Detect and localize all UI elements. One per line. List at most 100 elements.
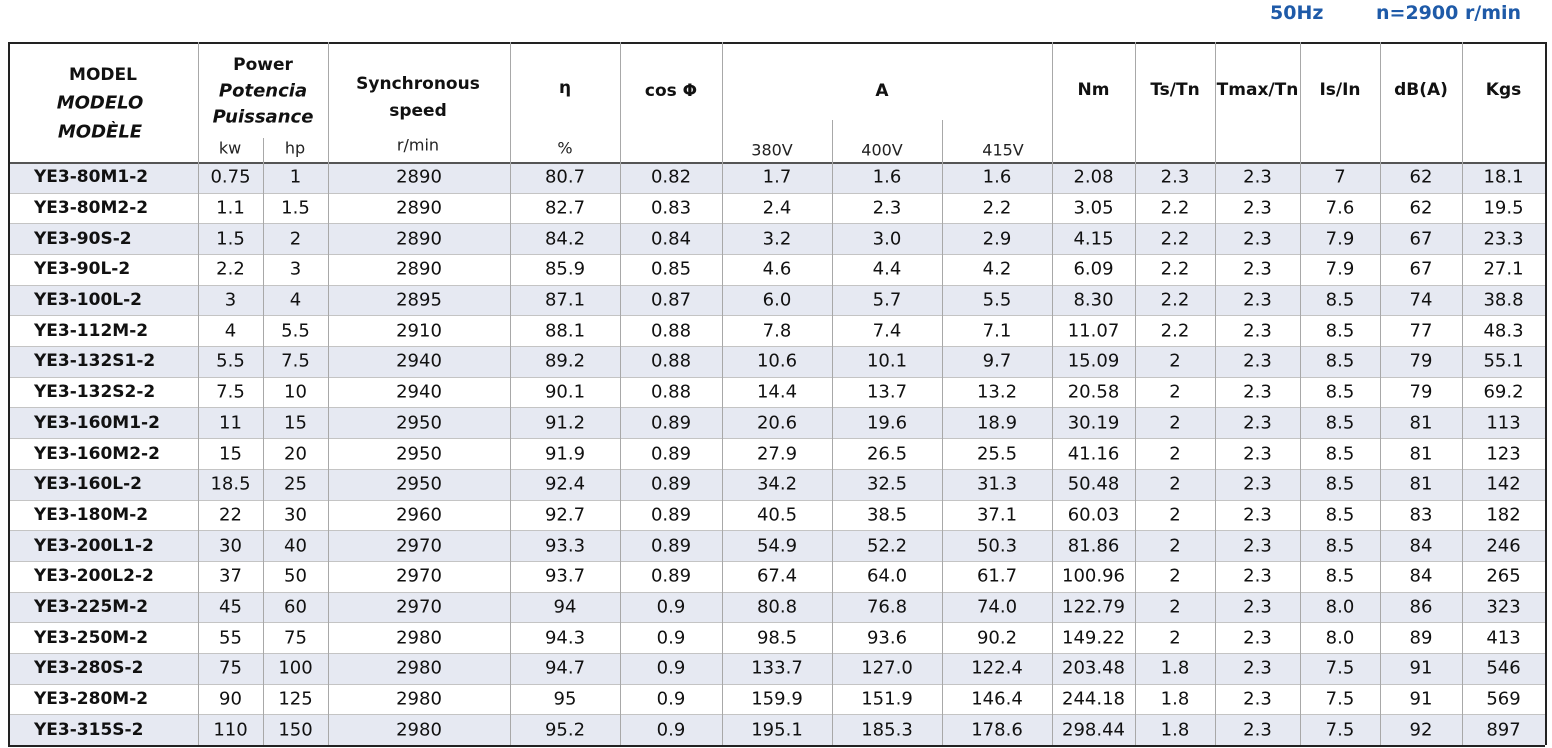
value-cell: 2980 [396,657,442,679]
value-cell: 98.5 [756,627,798,649]
value-cell: 0.9 [656,627,686,649]
value-cell: 2970 [396,565,442,587]
value-cell: 127.0 [861,657,913,679]
value-cell: 546 [1486,657,1521,679]
row-shade [8,468,1545,500]
value-cell: 0.89 [650,443,692,464]
value-cell: 8.30 [1073,289,1114,311]
value-cell: 2940 [396,350,442,372]
value-cell: 67.4 [756,565,798,587]
value-cell: 4 [224,320,237,342]
value-cell: 20 [284,443,307,464]
value-cell: 265 [1486,565,1521,587]
value-cell: 90.2 [976,627,1018,649]
header-label: A [875,81,889,101]
value-cell: 86 [1409,596,1433,618]
rule [328,42,329,745]
value-cell: 2950 [396,473,442,495]
header-label: dB(A) [1394,80,1448,100]
value-cell: 0.82 [650,166,692,188]
value-cell: 52.2 [866,535,908,557]
value-cell: 87.1 [544,289,586,311]
value-cell: 45 [219,596,242,618]
model-cell: YE3-225M-2 [34,596,149,617]
value-cell: 10.1 [866,350,908,372]
model-cell: YE3-200L2-2 [34,566,154,587]
value-cell: 64.0 [866,565,908,587]
value-cell: 1.5 [281,197,310,219]
value-cell: 0.88 [650,350,692,372]
value-cell: 122.79 [1062,596,1125,618]
value-cell: 91 [1409,657,1433,679]
value-cell: 1.6 [872,166,902,188]
value-cell: 4.4 [872,258,902,280]
value-cell: 146.4 [971,688,1023,710]
value-cell: 79 [1409,350,1433,372]
value-cell: 83 [1409,504,1433,526]
value-cell: 0.89 [650,473,692,495]
value-cell: 3.0 [872,228,902,250]
value-cell: 2 [1169,412,1181,434]
value-cell: 7.1 [982,320,1012,342]
rule [263,138,264,745]
header-label: cos Φ [644,81,698,101]
value-cell: 7.5 [216,381,245,403]
value-cell: 74.0 [976,596,1018,618]
value-cell: 2.3 [1243,166,1272,188]
value-cell: 31.3 [976,473,1018,495]
value-cell: 38.8 [1483,289,1524,311]
value-cell: 0.9 [656,719,686,741]
header-label: 415V [982,140,1024,160]
value-cell: 185.3 [861,719,913,741]
speed-note: n=2900 r/min [1376,2,1522,24]
value-cell: 1.7 [762,166,792,188]
value-cell: 20.6 [756,412,798,434]
header-label: η [558,78,572,98]
rule [1462,42,1463,745]
value-cell: 67 [1409,228,1433,250]
value-cell: 0.84 [650,228,692,250]
value-cell: 0.89 [650,412,692,434]
value-cell: 5.7 [872,289,902,311]
header-label: Power [233,55,293,75]
value-cell: 2.2 [1160,197,1190,219]
value-cell: 2.3 [1243,596,1272,618]
value-cell: 2.3 [1243,688,1272,710]
value-cell: 2890 [396,166,442,188]
value-cell: 149.22 [1062,627,1125,649]
value-cell: 30.19 [1067,412,1120,434]
rule [8,591,1545,593]
value-cell: 27.9 [756,443,798,464]
value-cell: 2890 [396,197,442,219]
value-cell: 2 [289,228,302,250]
value-cell: 0.75 [210,166,251,188]
model-cell: YE3-160M2-2 [34,443,160,464]
rule [722,42,723,745]
row-shade [8,346,1545,377]
model-cell: YE3-132S2-2 [34,382,156,403]
rule [8,622,1545,624]
value-cell: 7.5 [1325,719,1355,741]
value-cell: 37.1 [976,504,1018,526]
value-cell: 0.83 [650,197,692,219]
rule [1300,42,1301,745]
value-cell: 298.44 [1062,719,1125,741]
value-cell: 92.4 [544,473,586,495]
value-cell: 8.5 [1325,289,1355,311]
rule [198,42,199,745]
value-cell: 5.5 [982,289,1012,311]
value-cell: 8.5 [1325,443,1355,464]
value-cell: 0.9 [656,688,686,710]
value-cell: 2.3 [1243,535,1272,557]
value-cell: 25 [284,473,307,495]
value-cell: 6.09 [1073,258,1114,280]
value-cell: 94.3 [544,627,586,649]
value-cell: 244.18 [1062,688,1125,710]
rule [1545,42,1547,745]
model-cell: YE3-280M-2 [34,688,149,709]
value-cell: 0.85 [650,258,692,280]
value-cell: 15 [284,412,307,434]
value-cell: 60.03 [1067,504,1120,526]
value-cell: 7 [1334,166,1346,188]
value-cell: 0.87 [650,289,692,311]
